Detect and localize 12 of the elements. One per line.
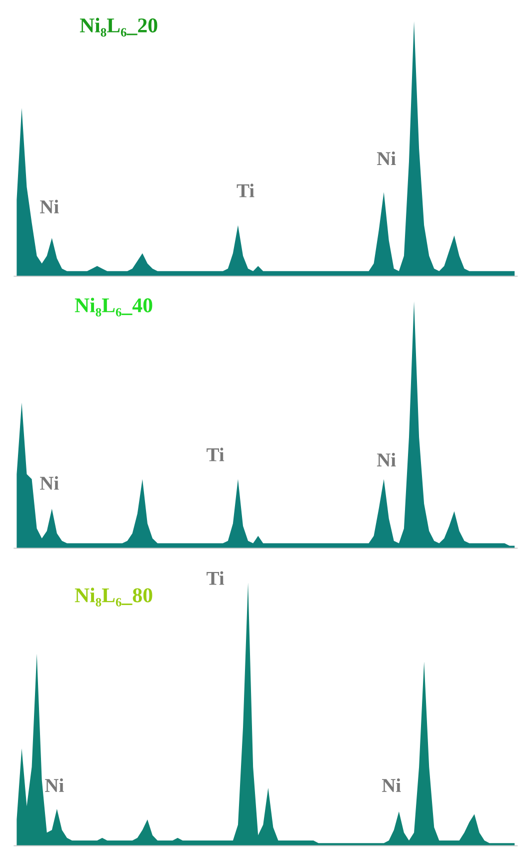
chart-title: Ni₈L₆_40 (74, 298, 152, 317)
annotation: Ti (206, 448, 224, 462)
annotation: Ni (377, 452, 396, 466)
annotation: Ni (45, 778, 64, 792)
chart-title: Ni₈L₆_80 (74, 588, 152, 606)
annotation: Ni (382, 778, 401, 792)
annotation: Ti (206, 571, 224, 585)
chart-title: Ni₈L₆_20 (80, 18, 158, 37)
annotation: Ni (40, 476, 59, 490)
annotation: Ni (40, 200, 59, 214)
annotation: Ni (377, 152, 396, 166)
annotation: Ti (236, 184, 254, 198)
